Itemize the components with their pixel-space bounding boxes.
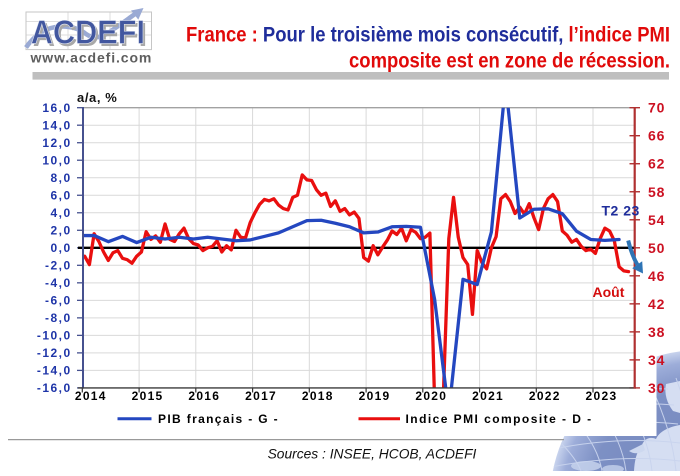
- svg-text:ACDEFI: ACDEFI: [31, 13, 145, 50]
- svg-text:-4,0: -4,0: [45, 276, 72, 290]
- svg-text:42: 42: [648, 296, 665, 312]
- svg-text:2017: 2017: [245, 389, 277, 403]
- svg-text:16,0: 16,0: [42, 101, 71, 115]
- svg-text:2015: 2015: [132, 389, 164, 403]
- svg-text:-12,0: -12,0: [37, 346, 72, 360]
- svg-text:10,0: 10,0: [42, 153, 71, 167]
- svg-text:70: 70: [648, 100, 665, 116]
- svg-text:2019: 2019: [359, 389, 391, 403]
- svg-text:-16,0: -16,0: [37, 381, 72, 395]
- svg-text:2021: 2021: [472, 389, 504, 403]
- svg-text:2023: 2023: [586, 389, 618, 403]
- svg-text:Août: Août: [593, 284, 625, 300]
- svg-text:a/a, %: a/a, %: [77, 90, 117, 105]
- svg-text:2020: 2020: [415, 389, 447, 403]
- svg-text:6,0: 6,0: [51, 188, 72, 202]
- svg-text:30: 30: [648, 380, 665, 396]
- svg-text:0,0: 0,0: [51, 241, 72, 255]
- svg-text:2016: 2016: [188, 389, 220, 403]
- svg-text:Sources : INSEE, HCOB, ACDEFI: Sources : INSEE, HCOB, ACDEFI: [268, 447, 477, 462]
- svg-text:62: 62: [648, 156, 665, 172]
- svg-text:4,0: 4,0: [51, 206, 72, 220]
- svg-text:46: 46: [648, 268, 665, 284]
- svg-text:34: 34: [648, 352, 665, 368]
- svg-text:8,0: 8,0: [51, 171, 72, 185]
- svg-text:ACDEFI: ACDEFI: [33, 16, 147, 53]
- svg-text:2,0: 2,0: [51, 223, 72, 237]
- svg-text:58: 58: [648, 184, 665, 200]
- svg-text:2018: 2018: [302, 389, 334, 403]
- svg-text:12,0: 12,0: [42, 136, 71, 150]
- svg-text:38: 38: [648, 324, 665, 340]
- svg-text:-6,0: -6,0: [45, 294, 72, 308]
- svg-text:66: 66: [648, 128, 665, 144]
- svg-text:14,0: 14,0: [42, 118, 71, 132]
- svg-text:Indice PMI composite - D -: Indice PMI composite - D -: [406, 412, 593, 426]
- svg-text:-8,0: -8,0: [45, 311, 72, 325]
- svg-text:France : Pour le troisième moi: France : Pour le troisième mois consécut…: [186, 23, 670, 47]
- svg-text:T2 23: T2 23: [602, 203, 640, 219]
- svg-text:www.acdefi.com: www.acdefi.com: [30, 50, 153, 66]
- svg-text:-14,0: -14,0: [37, 364, 72, 378]
- svg-text:2022: 2022: [529, 389, 561, 403]
- svg-text:-2,0: -2,0: [45, 259, 72, 273]
- svg-text:2014: 2014: [75, 389, 107, 403]
- svg-text:-10,0: -10,0: [37, 329, 72, 343]
- svg-text:composite est en zone de réces: composite est en zone de récession.: [349, 49, 670, 73]
- svg-text:PIB français - G -: PIB français - G -: [158, 412, 279, 426]
- svg-text:50: 50: [648, 240, 665, 256]
- svg-text:54: 54: [648, 212, 665, 228]
